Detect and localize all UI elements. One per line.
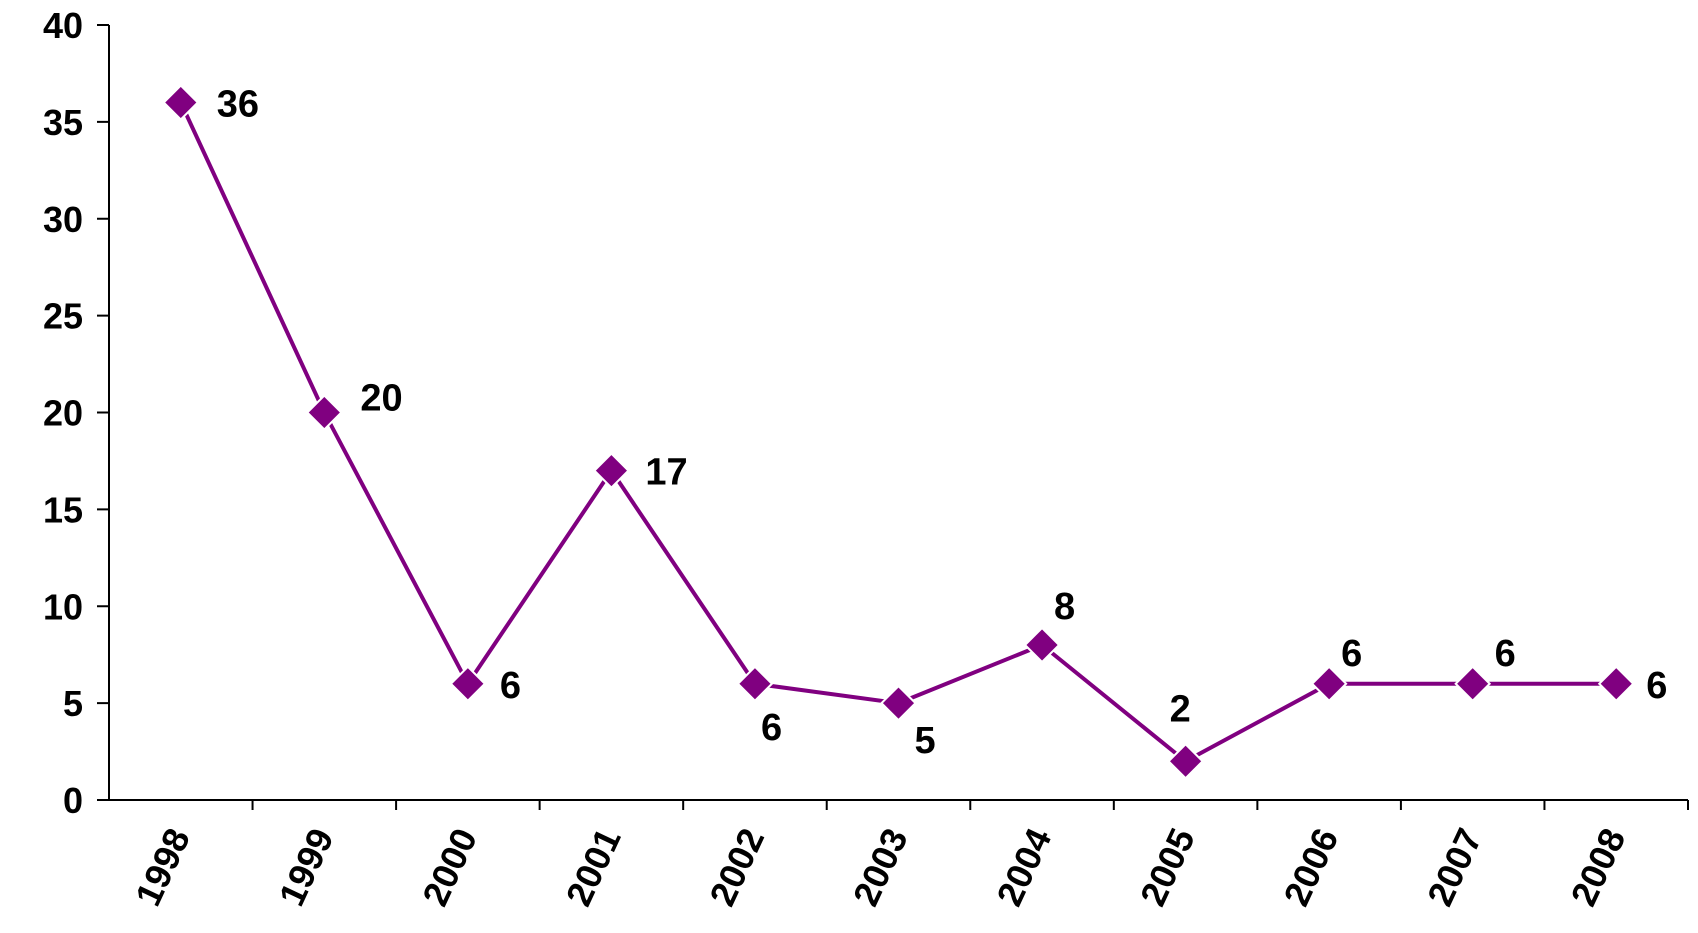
data-point-marker <box>1310 665 1348 703</box>
data-label: 36 <box>217 84 259 126</box>
x-ticks: 1998 1999 2000 2001 2002 2003 2004 2005 2006 2007… <box>127 800 1689 912</box>
x-tick-label: 2004 <box>988 822 1059 912</box>
x-tick-label: 2001 <box>558 822 629 912</box>
x-tick-label: 2005 <box>1132 822 1203 912</box>
x-tick-label: 2002 <box>701 822 772 912</box>
y-tick-label: 35 <box>43 102 83 143</box>
x-tick-label: 2000 <box>414 822 485 912</box>
data-label: 6 <box>1341 633 1362 675</box>
data-label: 8 <box>1054 586 1075 628</box>
data-label: 6 <box>1646 665 1667 707</box>
data-point-marker <box>1454 665 1492 703</box>
data-markers <box>162 84 1635 780</box>
data-label: 6 <box>761 707 782 749</box>
data-label: 2 <box>1170 688 1191 730</box>
y-tick-label: 25 <box>43 296 83 337</box>
data-point-marker <box>1167 742 1205 780</box>
y-tick-label: 30 <box>43 199 83 240</box>
data-point-marker <box>880 684 917 722</box>
y-tick-label: 10 <box>43 586 83 627</box>
data-label: 20 <box>360 378 402 420</box>
data-point-marker <box>1597 665 1635 703</box>
y-tick-label: 0 <box>63 780 83 821</box>
x-tick-label: 2008 <box>1562 822 1633 912</box>
y-tick-label: 20 <box>43 393 83 434</box>
data-point-marker <box>305 394 343 431</box>
data-point-marker <box>1023 626 1061 664</box>
x-tick-label: 2003 <box>845 822 916 912</box>
data-label: 17 <box>645 452 687 494</box>
x-tick-label: 2006 <box>1275 822 1346 912</box>
data-point-marker <box>162 84 200 121</box>
y-tick-label: 40 <box>43 5 83 46</box>
data-label: 5 <box>915 720 936 762</box>
x-tick-label: 1998 <box>127 822 198 912</box>
y-tick-label: 5 <box>63 683 83 724</box>
y-tick-label: 15 <box>43 489 83 530</box>
data-label: 6 <box>500 665 521 707</box>
data-point-marker <box>592 452 630 490</box>
data-label: 6 <box>1495 633 1516 675</box>
y-ticks: 0 5 10 15 20 25 30 35 40 <box>43 5 109 821</box>
data-point-marker <box>449 665 487 703</box>
data-labels: 36 20 6 17 6 5 8 2 6 6 6 <box>217 84 1668 763</box>
x-tick-label: 1999 <box>271 822 342 912</box>
data-point-marker <box>736 665 774 703</box>
series-line <box>178 101 1617 764</box>
x-tick-label: 2007 <box>1419 822 1490 912</box>
